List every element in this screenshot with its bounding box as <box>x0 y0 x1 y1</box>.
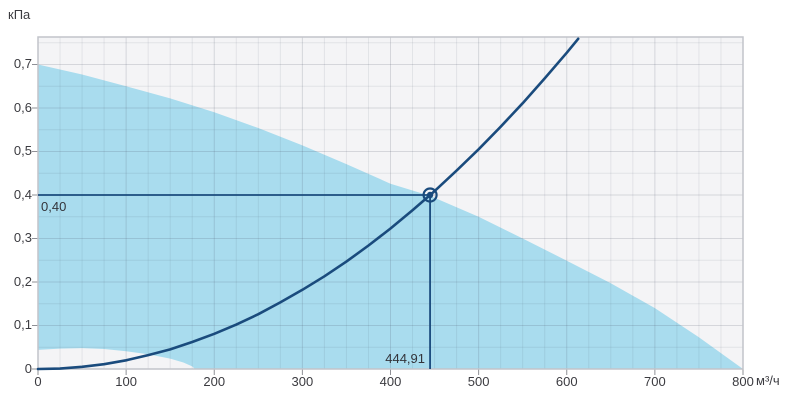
y-tick-label: 0,2 <box>13 273 32 289</box>
x-axis-unit-label: м³/ч <box>756 373 780 388</box>
x-tick-label: 700 <box>644 374 666 389</box>
x-tick-label: 200 <box>203 374 226 389</box>
y-axis-unit-label: кПа <box>8 7 31 22</box>
y-tick-label: 0,3 <box>13 230 32 246</box>
y-tick-label: 0,4 <box>13 186 32 202</box>
x-tick-label: 600 <box>555 374 578 389</box>
x-tick-label: 300 <box>291 374 314 389</box>
operating-point-marker[interactable] <box>422 187 438 203</box>
operating-point-marker-dot[interactable] <box>426 191 434 199</box>
operating-point-pressure-label: 0,40 <box>41 199 67 214</box>
x-tick-label: 500 <box>467 374 490 389</box>
x-tick-label: 0 <box>34 374 42 389</box>
operating-point-flow-label: 444,91 <box>385 351 425 366</box>
x-tick-label: 100 <box>115 374 137 389</box>
y-tick-label: 0,6 <box>13 99 32 115</box>
system-resistance-curve <box>36 37 580 371</box>
operating-envelope-area <box>38 64 743 369</box>
y-tick-label: 0 <box>24 361 32 376</box>
y-tick-label: 0,1 <box>13 317 32 333</box>
x-tick-label: 400 <box>379 374 402 389</box>
y-tick-label: 0,7 <box>13 56 32 72</box>
plot-border <box>37 36 744 370</box>
x-tick-label: 800 <box>732 374 754 389</box>
y-tick-label: 0,5 <box>13 143 32 159</box>
